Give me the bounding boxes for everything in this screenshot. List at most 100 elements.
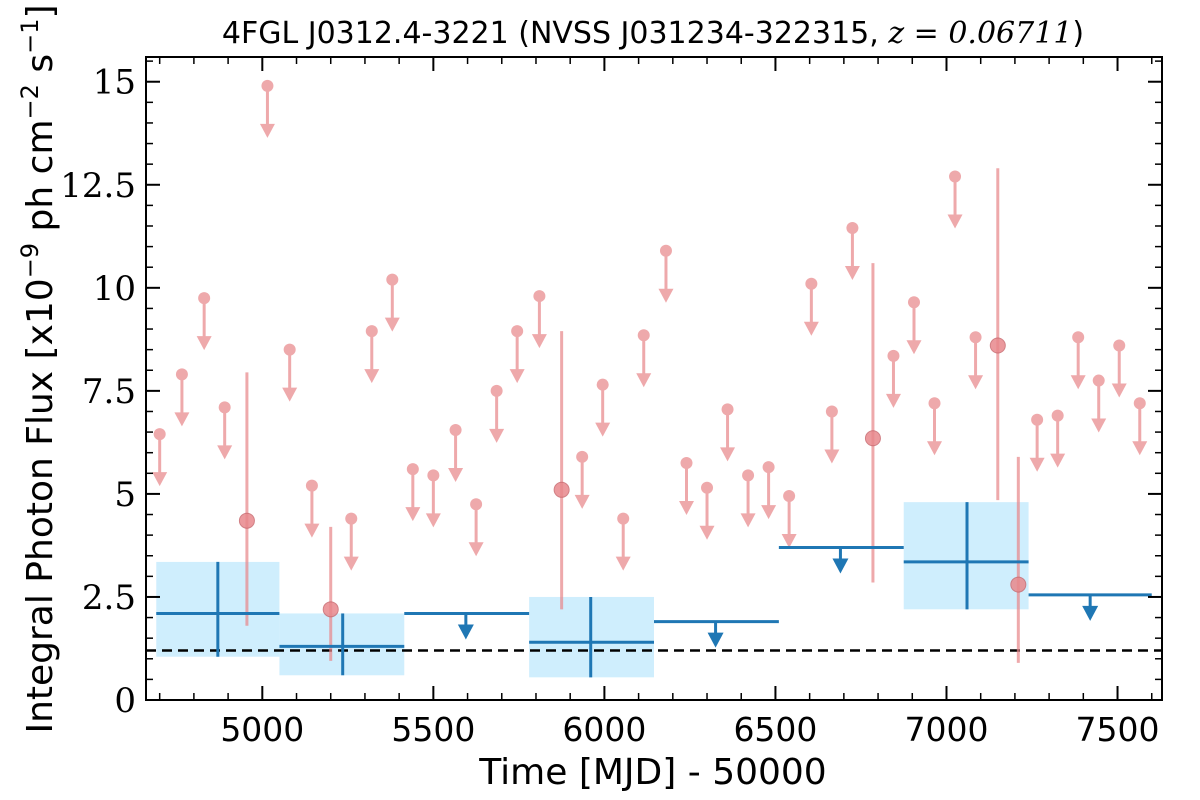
- monthly-upper-limit-arrow-head: [844, 266, 860, 281]
- x-tick-label: 7500: [1076, 710, 1160, 749]
- monthly-upper-limit-arrow-head: [343, 556, 359, 571]
- monthly-detection-marker: [864, 430, 881, 447]
- monthly-detection-marker: [238, 512, 255, 529]
- monthly-upper-limit-17: [574, 450, 590, 509]
- monthly-upper-limit-arrow-head: [906, 340, 922, 355]
- x-tick-label: 5000: [220, 710, 304, 749]
- yearly-detection-1: [279, 613, 405, 676]
- x-axis-title: Time [MJD] - 50000: [478, 752, 826, 793]
- monthly-upper-limit-25: [740, 469, 756, 528]
- monthly-upper-limit-arrow-head: [304, 523, 320, 538]
- monthly-upper-limit-39: [1091, 374, 1107, 433]
- axes: 0 2.5 5 7.5 10 12.5 15 5000 5500 6000 6500 7000 7500: [60, 56, 1163, 749]
- monthly-upper-limit-arrow-head: [1091, 418, 1107, 433]
- monthly-upper-limit-arrow-head: [282, 387, 298, 402]
- monthly-detection-marker: [1010, 576, 1027, 593]
- monthly-upper-limit-arrow-head: [574, 494, 590, 509]
- monthly-upper-limit-arrow-head: [489, 428, 505, 443]
- monthly-upper-limit-arrow-head: [1111, 383, 1127, 398]
- monthly-detection-marker: [322, 601, 339, 618]
- y-tick-label: 12.5: [60, 166, 136, 206]
- monthly-upper-limit-28: [803, 277, 819, 336]
- monthly-upper-limit-33: [927, 397, 943, 456]
- monthly-upper-limit-marker: [305, 479, 318, 492]
- y-tick-label: 0: [114, 681, 136, 721]
- monthly-upper-limit-arrow-head: [947, 214, 963, 229]
- monthly-upper-limit-marker: [846, 222, 859, 235]
- monthly-upper-limit-19: [615, 512, 631, 571]
- monthly-upper-limit-2: [196, 292, 212, 351]
- monthly-upper-limit-arrow-head: [824, 449, 840, 464]
- x-tick-label: 6500: [733, 710, 817, 749]
- monthly-upper-limit-marker: [345, 512, 358, 525]
- monthly-upper-limit-arrow-head: [699, 525, 715, 540]
- monthly-upper-limit-marker: [969, 331, 982, 344]
- yearly-upper-limit-0: [404, 611, 530, 640]
- monthly-upper-limit-8: [364, 325, 380, 384]
- y-tick-label: 15: [93, 63, 136, 103]
- yearly-upper-limit-arrow-head: [707, 632, 724, 648]
- monthly-upper-limit-1: [174, 368, 190, 427]
- monthly-upper-limit-marker: [701, 481, 714, 494]
- monthly-upper-limit-24: [720, 403, 736, 462]
- monthly-upper-limit-30: [844, 222, 860, 281]
- monthly-upper-limit-marker: [680, 456, 693, 469]
- monthly-upper-limit-marker: [365, 325, 378, 338]
- monthly-upper-limit-arrow-head: [781, 533, 797, 548]
- monthly-upper-limit-3: [217, 401, 233, 460]
- y-tick-label: 10: [93, 269, 136, 309]
- yearly-detection-3: [903, 502, 1029, 610]
- yearly-upper-limit-arrow-head: [1082, 605, 1099, 621]
- monthly-upper-limit-20: [636, 329, 652, 388]
- monthly-upper-limit-marker: [490, 384, 503, 397]
- monthly-upper-limit-arrow-head: [740, 513, 756, 528]
- monthly-upper-limit-27: [781, 489, 797, 548]
- monthly-upper-limit-arrow-head: [425, 513, 441, 528]
- monthly-upper-limit-arrow-head: [720, 447, 736, 462]
- monthly-upper-limit-arrow-head: [658, 288, 674, 303]
- monthly-upper-limit-7: [343, 512, 359, 571]
- monthly-detection-marker: [989, 337, 1006, 354]
- yearly-upper-limit-arrow-head: [832, 558, 849, 574]
- monthly-upper-limit-22: [678, 456, 694, 515]
- monthly-upper-limit-arrow-head: [152, 472, 168, 487]
- monthly-upper-limit-marker: [742, 469, 755, 482]
- monthly-upper-limit-marker: [153, 428, 166, 441]
- monthly-upper-limit-10: [405, 463, 421, 522]
- monthly-upper-limit-marker: [1051, 409, 1064, 422]
- monthly-upper-limit-marker: [175, 368, 188, 381]
- monthly-upper-limit-5: [282, 343, 298, 402]
- x-tick-label: 6000: [562, 710, 646, 749]
- monthly-upper-limit-arrow-head: [531, 334, 547, 349]
- monthly-upper-limit-marker: [449, 424, 462, 437]
- monthly-upper-limit-arrow-head: [615, 556, 631, 571]
- monthly-upper-limit-marker: [1031, 413, 1044, 426]
- monthly-upper-limit-41: [1132, 397, 1148, 456]
- monthly-upper-limit-marker: [928, 397, 941, 410]
- monthly-upper-limit-arrow-head: [1070, 375, 1086, 390]
- monthly-upper-limit-14: [489, 384, 505, 443]
- monthly-upper-limit-marker: [218, 401, 231, 414]
- yearly-upper-limit-3: [1028, 593, 1152, 621]
- monthly-upper-limit-arrow-head: [384, 317, 400, 332]
- y-tick-label: 7.5: [82, 372, 136, 412]
- monthly-upper-limit-31: [885, 349, 901, 408]
- monthly-upper-limit-marker: [470, 498, 483, 511]
- monthly-detection-3: [864, 263, 881, 583]
- monthly-upper-limit-11: [425, 469, 441, 528]
- monthly-upper-limit-marker: [825, 405, 838, 418]
- monthly-upper-limit-arrow-head: [885, 393, 901, 408]
- monthly-upper-limit-marker: [659, 244, 672, 257]
- monthly-upper-limit-18: [595, 378, 611, 437]
- monthly-upper-limit-marker: [805, 277, 818, 290]
- monthly-detection-2: [553, 331, 570, 610]
- yearly-upper-limit-1: [654, 620, 779, 648]
- monthly-upper-limit-arrow-head: [196, 336, 212, 351]
- monthly-upper-limit-arrow-head: [1132, 441, 1148, 456]
- monthly-upper-limit-marker: [1133, 397, 1146, 410]
- monthly-upper-limit-arrow-head: [968, 375, 984, 390]
- monthly-upper-limit-21: [658, 244, 674, 303]
- monthly-upper-limit-6: [304, 479, 320, 538]
- monthly-upper-limit-34: [947, 170, 963, 229]
